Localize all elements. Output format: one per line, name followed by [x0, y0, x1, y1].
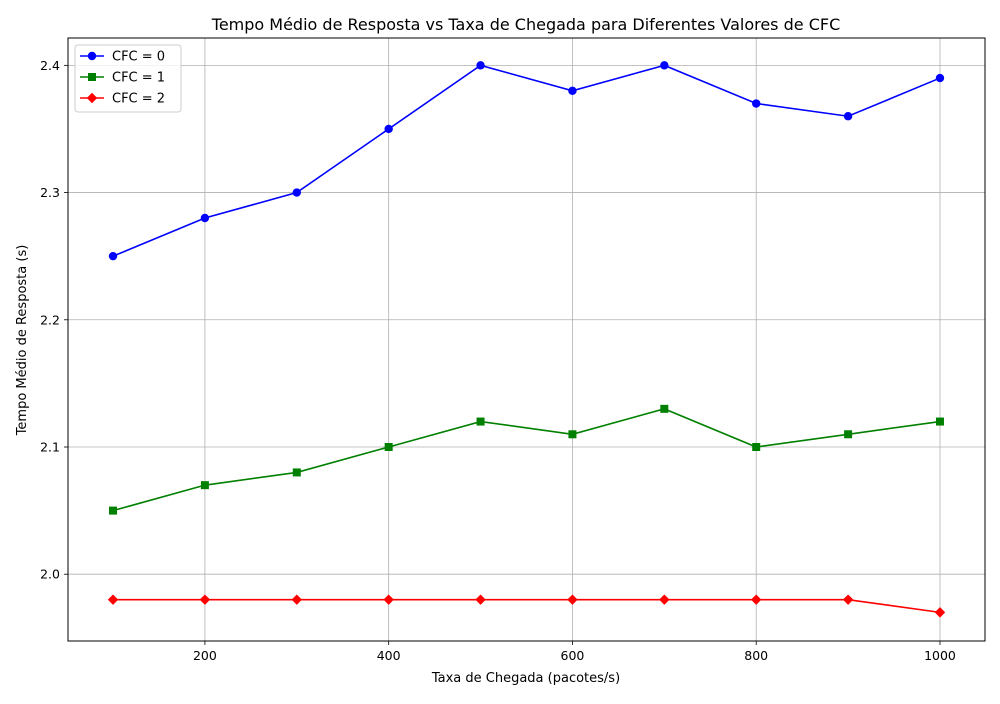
x-tick-label: 800	[744, 648, 768, 663]
x-axis-label: Taxa de Chegada (pacotes/s)	[431, 671, 620, 686]
grid	[68, 38, 985, 641]
x-tick-label: 200	[193, 648, 217, 663]
data-point	[843, 112, 853, 121]
y-axis-label: Tempo Médio de Resposta (s)	[15, 245, 30, 437]
data-point	[384, 442, 393, 451]
data-point	[292, 188, 301, 197]
data-point	[108, 251, 118, 261]
data-point	[383, 594, 394, 605]
data-point	[199, 594, 211, 605]
legend-entry: CFC = 2	[80, 92, 165, 107]
y-axis: 2.0 2.1 2.2 2.3 2.4	[40, 58, 68, 582]
series-layer	[107, 61, 946, 618]
legend: CFC = 0 CFC = 1 CFC = 2	[74, 44, 182, 113]
data-point	[109, 506, 118, 515]
legend-entry: CFC = 0	[80, 50, 165, 65]
data-point	[568, 430, 577, 439]
data-point	[88, 73, 96, 81]
x-tick-label: 1000	[924, 648, 956, 663]
data-point	[842, 594, 854, 605]
y-tick-label: 2.0	[40, 567, 60, 582]
legend-label: CFC = 1	[112, 71, 165, 86]
data-point	[107, 594, 119, 605]
series-cfc-0	[108, 61, 945, 261]
legend-label: CFC = 2	[112, 92, 165, 107]
data-point	[752, 99, 761, 108]
series-line	[112, 407, 941, 512]
data-point	[292, 468, 301, 477]
x-tick-label: 600	[561, 648, 585, 663]
data-point	[291, 594, 302, 605]
plot-frame	[67, 37, 986, 642]
data-point	[935, 73, 945, 83]
data-point	[200, 481, 209, 490]
data-point	[844, 430, 853, 439]
legend-box	[74, 44, 182, 113]
series-line	[112, 64, 941, 257]
data-point	[659, 594, 670, 605]
data-point	[660, 61, 669, 70]
data-point	[87, 51, 97, 61]
data-point	[935, 417, 944, 426]
series-cfc-1	[109, 404, 944, 515]
data-point	[660, 404, 669, 413]
data-point	[200, 213, 210, 223]
y-tick-label: 2.4	[40, 58, 60, 73]
data-point	[751, 594, 762, 605]
chart-title: Tempo Médio de Resposta vs Taxa de Chega…	[211, 15, 840, 34]
data-point	[475, 594, 486, 605]
data-point	[384, 124, 393, 134]
data-point	[567, 594, 578, 605]
legend-label: CFC = 0	[112, 50, 165, 65]
data-point	[934, 607, 946, 618]
data-point	[568, 86, 577, 95]
x-tick-label: 400	[377, 648, 401, 663]
data-point	[476, 61, 485, 70]
y-tick-label: 2.1	[40, 439, 60, 454]
x-axis: 200 400 600 800 1000	[193, 641, 956, 663]
data-point	[752, 442, 761, 451]
legend-entry: CFC = 1	[80, 71, 165, 86]
y-tick-label: 2.3	[40, 185, 60, 200]
data-point	[476, 417, 485, 426]
series-cfc-2	[107, 594, 946, 618]
series-line	[113, 598, 941, 614]
data-point	[86, 92, 98, 104]
y-tick-label: 2.2	[40, 312, 60, 327]
